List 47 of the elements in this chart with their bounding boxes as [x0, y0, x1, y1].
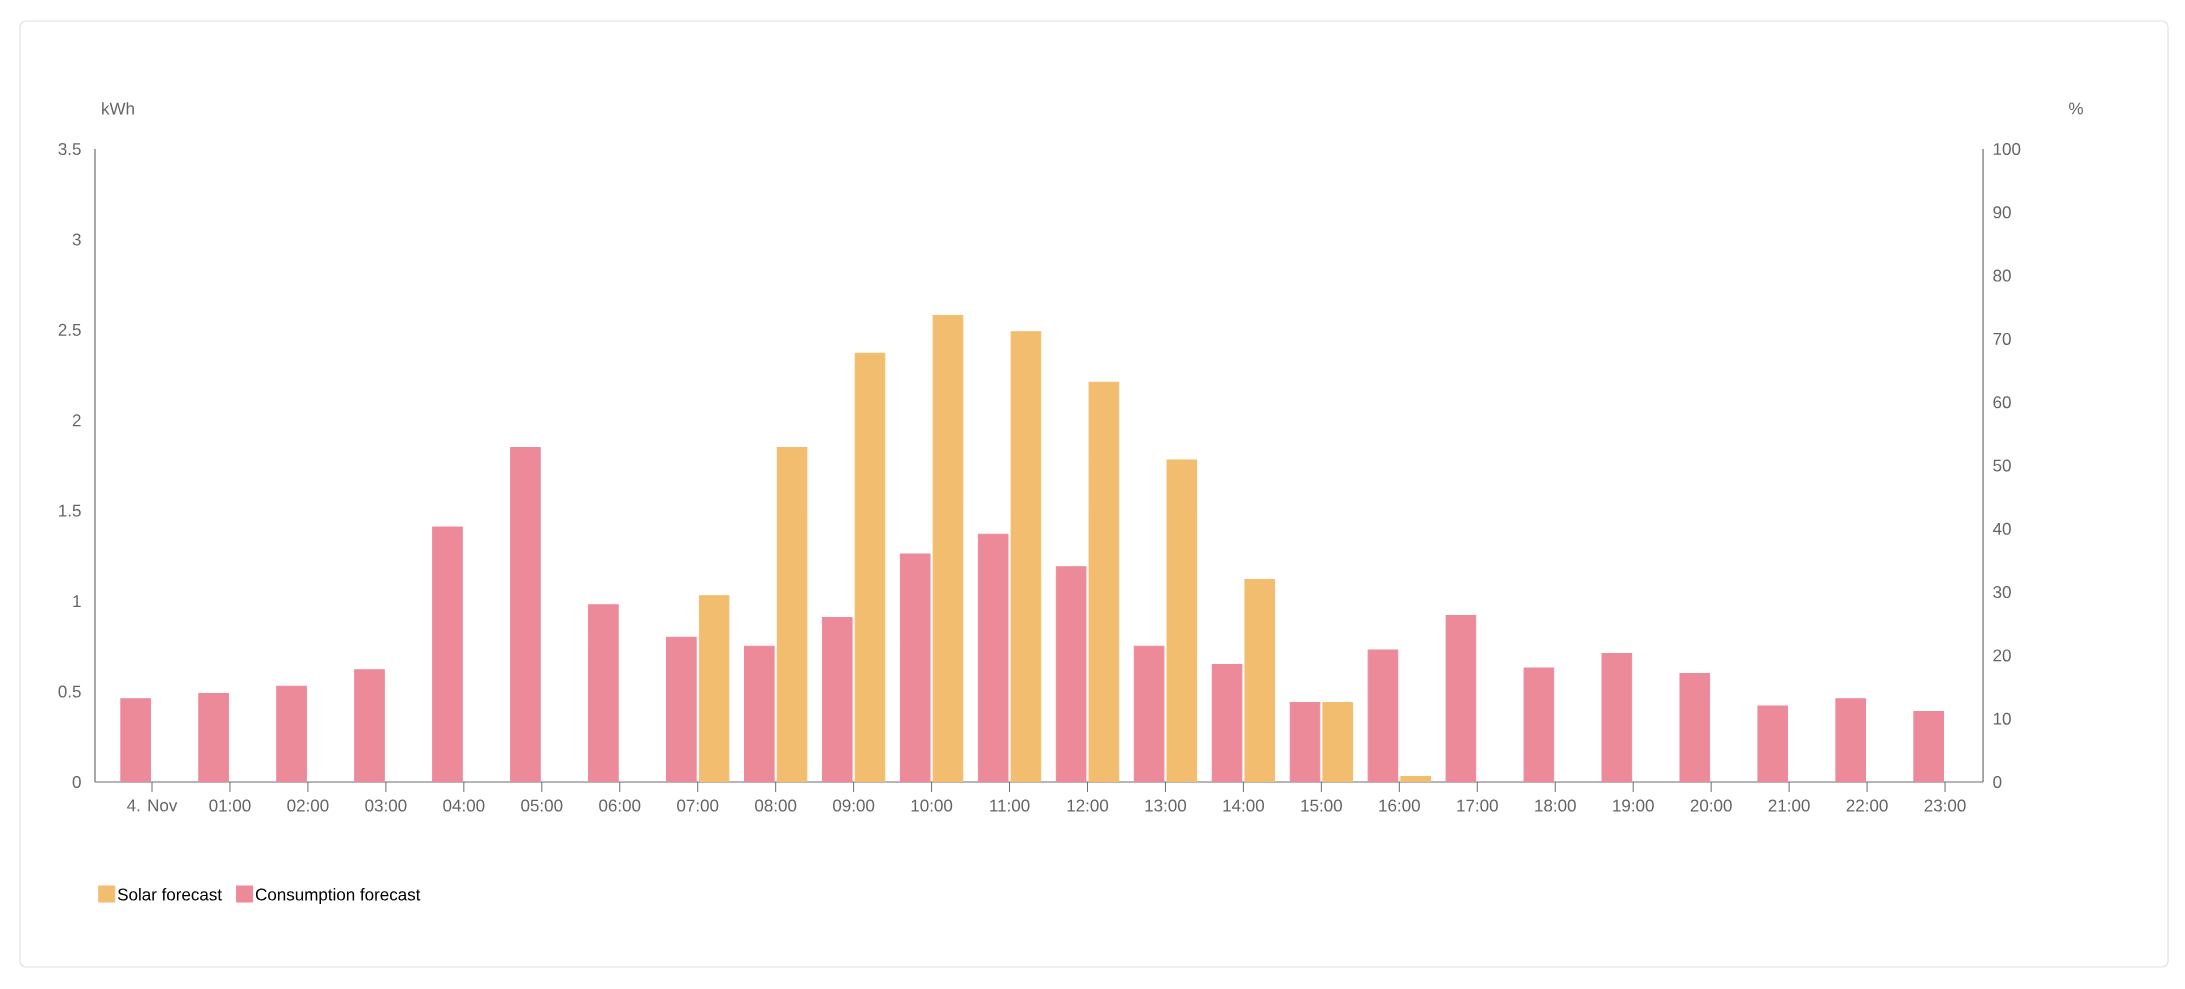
x-tick-label: 07:00	[677, 799, 719, 812]
y2-tick-label: 30	[1993, 586, 2011, 599]
y-tick-label: 0.5	[58, 685, 81, 698]
x-tick-label: 11:00	[990, 799, 1030, 812]
x-tick-label: 08:00	[755, 799, 797, 812]
x-tick-label: 4. Nov	[127, 799, 178, 812]
x-tick-label: 16:00	[1379, 799, 1420, 812]
x-tick-label: 23:00	[1924, 799, 1966, 812]
y2-tick-label: 70	[1993, 332, 2011, 345]
y2-tick-label: 100	[1993, 142, 2021, 156]
x-tick-label: 18:00	[1535, 799, 1576, 812]
y2-tick-label: 50	[1993, 459, 2011, 472]
legend-label: Consumption forecast	[255, 888, 421, 904]
y-tick-label: 1.5	[59, 504, 81, 517]
x-tick-label: 05:00	[521, 799, 563, 812]
x-tick-label: 22:00	[1846, 799, 1888, 812]
y2-tick-label: 0	[1993, 775, 2002, 789]
x-tick-label: 06:00	[599, 799, 641, 812]
y-axis-title: kWh	[102, 102, 134, 115]
y2-tick-label: 90	[1993, 206, 2011, 219]
y-tick-label: 2.5	[58, 323, 81, 336]
x-tick-label: 04:00	[443, 799, 485, 812]
x-tick-label: 09:00	[833, 799, 875, 812]
legend-label: Solar forecast	[117, 888, 222, 901]
y-tick-label: 1	[73, 595, 81, 607]
y2-tick-label: 60	[1993, 396, 2011, 409]
y2-tick-label: 20	[1993, 649, 2011, 662]
x-tick-label: 10:00	[911, 799, 953, 812]
y2-axis-title: %	[2069, 102, 2083, 115]
x-tick-label: 19:00	[1613, 799, 1654, 812]
y-tick-label: 0	[72, 775, 81, 789]
x-tick-label: 12:00	[1067, 799, 1109, 812]
y-tick-label: 2	[72, 414, 81, 427]
x-tick-label: 14:00	[1223, 799, 1265, 812]
y-tick-label: 3	[72, 233, 81, 246]
x-tick-label: 15:00	[1301, 799, 1342, 812]
x-tick-label: 20:00	[1690, 799, 1732, 812]
x-tick-label: 02:00	[287, 799, 329, 812]
y2-tick-label: 10	[1993, 712, 2011, 725]
y2-tick-label: 40	[1992, 522, 2011, 535]
y-tick-label: 3.5	[58, 142, 81, 156]
x-tick-label: 03:00	[365, 799, 407, 812]
x-tick-label: 21:00	[1768, 799, 1810, 812]
x-tick-label: 17:00	[1457, 799, 1498, 812]
x-tick-label: 01:00	[209, 799, 251, 812]
y2-tick-label: 80	[1993, 269, 2011, 282]
x-tick-label: 13:00	[1145, 799, 1187, 812]
